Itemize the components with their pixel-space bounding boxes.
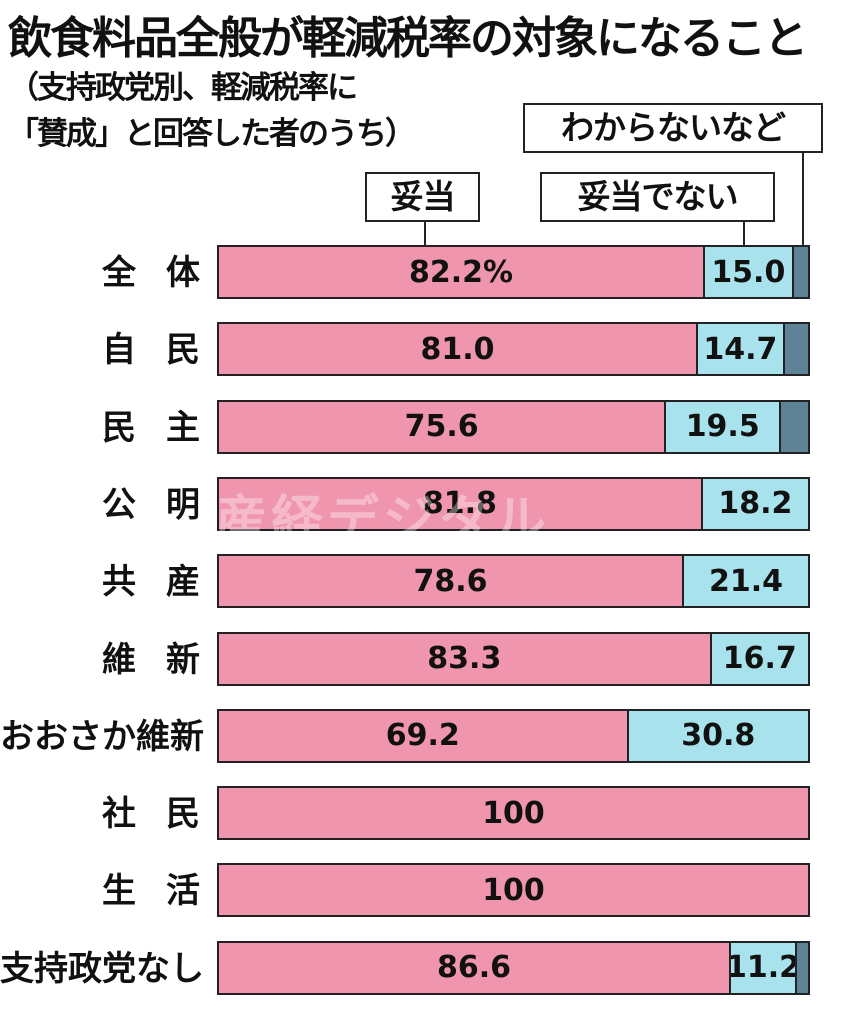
category-label: おおさか維新 [0, 716, 204, 757]
bar-row: 支持政党なし 86.611.2 [0, 940, 843, 997]
bar-row: 自民 81.0 14.7 [0, 322, 843, 378]
bar-row: 共産 78.6 21.4 [0, 554, 843, 610]
disagree-segment: 16.7 [709, 633, 808, 684]
agree-segment: 100 [219, 788, 808, 839]
legend-callout-disagree: 妥当でない [540, 172, 775, 222]
unknown-segment [791, 247, 808, 297]
category-label: 公明 [102, 484, 230, 525]
agree-segment: 81.8 [219, 478, 701, 529]
legend-pointer-unknown [802, 153, 804, 251]
chart-title: 飲食料品全般が軽減税率の対象になること [8, 13, 808, 64]
agree-segment: 82.2% [219, 247, 704, 297]
stacked-bar: 100 [217, 863, 810, 918]
category-label: 生活 [102, 871, 230, 912]
bar-row: 社民 100 [0, 786, 843, 842]
category-label: 全体 [102, 253, 230, 293]
agree-segment: 81.0 [219, 324, 697, 375]
unknown-segment [782, 324, 808, 375]
stacked-bar: 82.2% 15.0 [217, 245, 810, 299]
unknown-segment [795, 942, 808, 993]
disagree-segment: 11.2 [729, 942, 796, 993]
stacked-bar: 100 [217, 786, 810, 841]
agree-segment: 100 [219, 865, 808, 916]
bar-row: 全体 82.2% 15.0 [0, 245, 843, 301]
stacked-bar: 81.8 18.2 [217, 476, 810, 531]
disagree-segment: 19.5 [664, 401, 780, 452]
disagree-segment: 18.2 [700, 478, 808, 529]
agree-segment: 78.6 [219, 556, 682, 607]
bar-row: 公明 81.8 18.2 [0, 476, 843, 533]
bar-row: 維新 83.3 16.7 [0, 631, 843, 688]
unknown-segment [779, 401, 808, 452]
stacked-bar: 81.0 14.7 [217, 322, 810, 377]
category-label: 支持政党なし [0, 948, 204, 989]
chart-subtitle-line2: 「賛成」と回答した者のうち） [8, 116, 416, 152]
bar-row: 民主 75.6 19.5 [0, 399, 843, 456]
disagree-segment: 21.4 [681, 556, 808, 607]
category-label: 共産 [102, 562, 230, 603]
category-label: 民主 [102, 407, 230, 448]
chart-subtitle-line1: （支持政党別、軽減税率に [8, 70, 358, 106]
agree-segment: 69.2 [219, 710, 627, 761]
stacked-bar: 86.611.2 [217, 940, 810, 995]
legend-callout-agree: 妥当 [365, 172, 480, 222]
agree-segment: 83.3 [219, 633, 710, 684]
legend-callout-unknown: わからないなど [523, 103, 823, 153]
stacked-bar: 75.6 19.5 [217, 399, 810, 454]
disagree-segment: 14.7 [696, 324, 783, 375]
legend-pointer-agree [424, 222, 426, 250]
stacked-bar: 69.2 30.8 [217, 708, 810, 763]
category-label: 自民 [102, 330, 230, 371]
agree-segment: 75.6 [219, 401, 665, 452]
stacked-bar: 83.3 16.7 [217, 631, 810, 686]
category-label: 社民 [102, 794, 230, 835]
stacked-bar: 78.6 21.4 [217, 554, 810, 609]
disagree-segment: 30.8 [626, 710, 808, 761]
disagree-segment: 15.0 [703, 247, 792, 297]
bar-row: おおさか維新 69.2 30.8 [0, 708, 843, 765]
bar-row: 生活 100 [0, 863, 843, 919]
watermark: 産経デジタル [215, 491, 550, 551]
category-label: 維新 [102, 639, 230, 680]
agree-segment: 86.6 [219, 942, 730, 993]
legend-pointer-disagree [743, 222, 745, 250]
